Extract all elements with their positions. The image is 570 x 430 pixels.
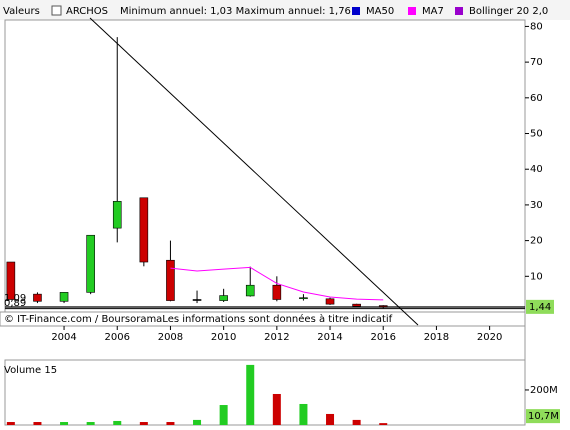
volume-bar — [6, 422, 15, 425]
legend-label: MA50 — [366, 6, 394, 17]
legend-swatch[interactable] — [408, 7, 416, 15]
x-tick-label: 2008 — [158, 332, 183, 343]
volume-bar — [113, 420, 122, 425]
candle-body — [219, 295, 228, 301]
legend-swatch[interactable] — [455, 7, 463, 15]
x-tick-label: 2014 — [317, 332, 342, 343]
candle-body — [59, 292, 69, 302]
candle-body — [352, 303, 361, 307]
checkbox-label: Valeurs — [3, 6, 40, 17]
x-tick-label: 2012 — [264, 332, 289, 343]
volume-bar — [352, 419, 361, 425]
volume-bar — [166, 422, 175, 425]
y-tick-label: 60 — [530, 93, 543, 104]
volume-bar — [246, 364, 255, 425]
y-tick-label: 40 — [530, 164, 543, 175]
candle-body — [86, 234, 95, 293]
candle-body — [33, 293, 42, 302]
x-tick-label: 2006 — [105, 332, 130, 343]
header-bar — [0, 0, 570, 20]
volume-bar — [139, 422, 148, 425]
candle-body — [299, 297, 308, 300]
candle-body — [272, 284, 282, 300]
last-volume-box — [526, 409, 560, 424]
candle-body — [245, 284, 255, 297]
y-tick-label: 200M — [530, 385, 558, 396]
x-tick-label: 2016 — [371, 332, 396, 343]
legend-label: Bollinger 20 2,0 — [469, 6, 548, 17]
y-tick-label: 70 — [530, 57, 543, 68]
candle-body — [192, 299, 202, 301]
legend-swatch[interactable] — [352, 7, 360, 15]
volume-bar — [193, 419, 202, 425]
volume-bar — [379, 423, 388, 425]
footer-text: © IT-Finance.com / BoursoramaLes informa… — [4, 313, 393, 325]
subtitle: Minimum annuel: 1,03 Maximum annuel: 1,7… — [120, 6, 351, 17]
checkbox[interactable] — [51, 5, 62, 16]
y-tick-label: 20 — [530, 236, 543, 247]
trend-line — [89, 17, 419, 326]
last-price-box — [526, 299, 554, 314]
y-tick-label: 10 — [530, 271, 543, 282]
legend-label: MA7 — [422, 6, 444, 17]
x-tick-label: 2004 — [51, 332, 76, 343]
last-volume-label: 10,7M — [528, 411, 559, 422]
last-price-label: 1,44 — [529, 302, 551, 313]
x-tick-label: 2010 — [211, 332, 236, 343]
y-tick-label: 30 — [530, 200, 543, 211]
volume-frame — [4, 359, 526, 426]
candle-body — [6, 261, 16, 300]
candle-body — [139, 197, 149, 263]
volume-bar — [33, 422, 42, 425]
y-tick-label: 50 — [530, 129, 543, 140]
y-tick-label: 80 — [530, 21, 543, 32]
level-label: 0,89 — [4, 298, 26, 309]
level-label: 1,09 — [4, 293, 26, 304]
volume-bar — [272, 393, 281, 425]
candle-body — [325, 298, 335, 305]
volume-bar — [326, 413, 335, 425]
volume-bar — [219, 405, 228, 425]
candle-body — [166, 259, 175, 301]
candle-body — [112, 201, 122, 229]
ma-line — [170, 266, 384, 301]
checkbox-label: ARCHOS — [66, 6, 108, 17]
x-tick-label: 2020 — [477, 332, 502, 343]
volume-bar — [86, 422, 95, 425]
price-frame — [4, 19, 526, 313]
x-tick-label: 2018 — [424, 332, 449, 343]
volume-title: Volume 15 — [4, 365, 57, 376]
volume-bar — [60, 422, 69, 425]
volume-bar — [299, 403, 308, 425]
